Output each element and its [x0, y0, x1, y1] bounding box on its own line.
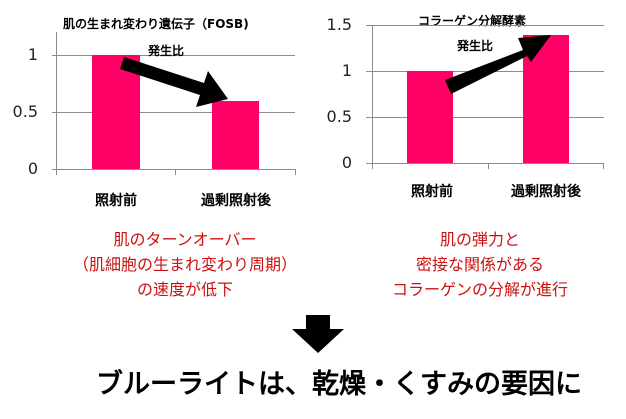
y-axis	[56, 32, 57, 175]
caption-line: 肌の弾力と	[439, 230, 520, 249]
y-tick: 0.5	[326, 107, 352, 126]
trend-up-arrow-icon	[445, 35, 551, 94]
chart-title: 肌の生まれ変わり遺伝子（FOSB)	[63, 17, 249, 31]
y-tick: 1	[27, 45, 38, 64]
y-tick: 1	[341, 61, 352, 80]
bar-before	[92, 55, 140, 169]
caption-line: （肌細胞の生まれ変わり周期）	[72, 255, 297, 274]
x-axis	[52, 169, 295, 170]
bar-before	[407, 71, 453, 163]
x-axis	[366, 163, 604, 164]
x-tickmark	[295, 169, 296, 175]
x-tickmark	[488, 163, 489, 169]
caption-left: 肌のターンオーバー （肌細胞の生まれ変わり周期） の速度が低下	[40, 227, 330, 302]
y-tick: 0.5	[12, 102, 38, 121]
category-label: 過剰照射後	[201, 193, 271, 209]
y-axis	[372, 25, 373, 169]
y-tick: 1.5	[326, 15, 352, 34]
gridline	[52, 112, 295, 113]
ratio-label: 発生比	[457, 39, 494, 53]
bar-after	[212, 101, 259, 169]
category-label: 過剰照射後	[511, 184, 581, 200]
caption-line: の速度が低下	[136, 280, 233, 299]
conclusion-text: ブルーライトは、乾燥・くすみの要因に	[96, 369, 582, 400]
caption-line: 密接な関係がある	[415, 255, 544, 274]
chart-title: コラーゲン分解酵素	[418, 14, 527, 28]
caption-line: 肌のターンオーバー	[113, 230, 257, 249]
category-label: 照射前	[95, 193, 137, 209]
gridline	[366, 25, 604, 26]
down-arrow-icon	[292, 315, 344, 353]
x-tickmark	[175, 169, 176, 175]
y-tick: 0	[27, 159, 38, 178]
y-tick: 0	[341, 153, 352, 172]
caption-right: 肌の弾力と 密接な関係がある コラーゲンの分解が進行	[360, 227, 600, 302]
ratio-label: 発生比	[148, 44, 185, 58]
category-label: 照射前	[411, 184, 453, 200]
x-tickmark	[603, 163, 604, 169]
gridline	[366, 117, 604, 118]
trend-down-arrow-icon	[120, 57, 228, 107]
caption-line: コラーゲンの分解が進行	[391, 280, 568, 299]
gridline	[52, 55, 295, 56]
